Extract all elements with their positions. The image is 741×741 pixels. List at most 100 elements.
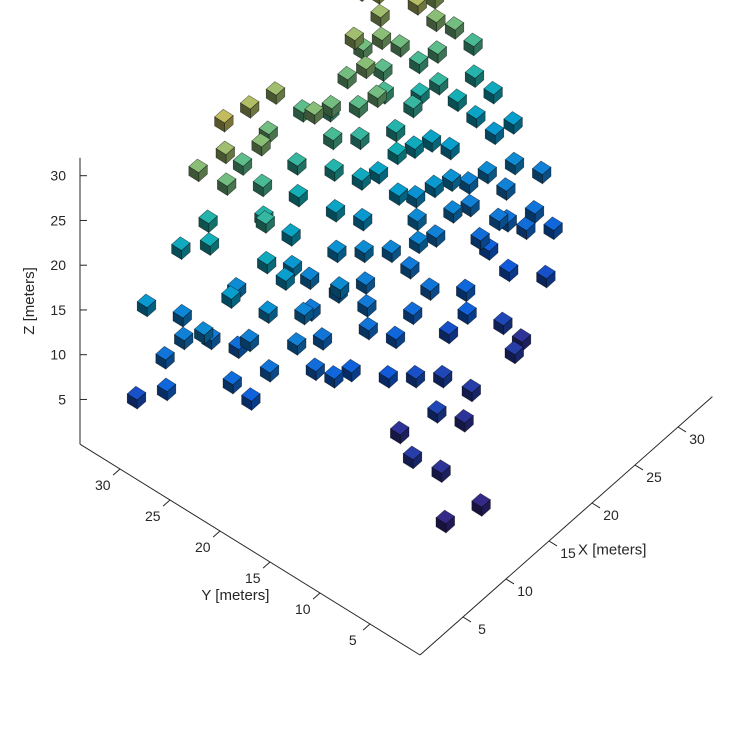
voxel-cube [357,294,377,318]
voxel-cube [444,16,465,40]
voxel-cube [458,171,479,195]
voxel-cube [484,121,505,146]
voxel-cube [460,193,480,218]
voxel-cube [329,276,350,300]
voxel-cube [524,199,545,224]
voxel-side-face [221,292,232,309]
voxel-cube [312,327,333,351]
voxel-cube [464,64,485,89]
voxel-side-face [433,372,444,389]
voxel-side-face [388,189,400,206]
x-tick-label: 10 [517,583,533,599]
voxel-cube [405,364,426,389]
voxel-side-face [532,168,543,185]
voxel-side-face [287,339,298,356]
voxel-layer [126,0,563,534]
voxel-side-face [370,11,382,28]
voxel-cube [385,118,406,143]
voxel-cube [188,158,208,183]
voxel-cube [325,198,346,223]
y-tick-label: 5 [349,632,357,648]
z-tick-label: 25 [50,212,66,228]
voxel-side-face [240,102,251,119]
voxel-side-face [350,134,361,151]
voxel-cube [443,200,463,224]
voxel-cube [536,264,556,289]
voxel-side-face [355,278,367,295]
y-axis-label: Y [meters] [201,587,269,604]
voxel-side-face [337,73,349,90]
y-tick [262,561,271,569]
voxel-cube [378,364,399,389]
voxel-side-face [441,175,453,193]
voxel-cube [324,158,344,183]
voxel-cube [425,224,446,249]
voxel-cube [390,34,410,58]
voxel-side-face [294,309,305,326]
voxel-side-face [424,0,436,10]
voxel-cube [431,459,451,484]
voxel-side-face [429,79,440,96]
x-tick [634,464,644,471]
voxel-cube [239,328,260,353]
y-tick [212,530,221,538]
voxel-side-face [524,207,536,224]
voxel-side-face [536,272,547,289]
voxel-cube [337,65,357,90]
voxel-side-face [188,166,200,183]
voxel-cube [156,377,177,402]
voxel-side-face [155,353,167,370]
voxel-side-face [367,91,379,109]
voxel-cube [136,293,157,318]
voxel-cube [389,420,410,445]
voxel-cube [400,256,420,280]
voxel-cube [354,239,374,264]
z-axis-label: Z [meters] [21,267,38,335]
voxel-side-face [385,333,397,350]
x-tick [677,426,687,433]
voxel-side-face [402,453,414,470]
voxel-cube [381,239,402,264]
voxel-side-face [407,215,419,232]
x-tick-label: 15 [560,545,576,561]
voxel-side-face [265,88,277,105]
voxel-cube [350,126,370,151]
voxel-cube [216,172,237,197]
voxel-cube [239,95,260,119]
x-tick [548,540,558,547]
voxel-cube [367,84,387,109]
voxel-cube [408,230,429,255]
voxel-side-face [463,40,475,57]
voxel-side-face [543,223,555,241]
voxel-cube [198,209,218,234]
voxel-cube [427,40,448,65]
voxel-cube [221,285,241,310]
voxel-side-face [232,159,244,176]
voxel-side-face [435,517,447,534]
voxel-side-face [426,231,437,248]
voxel-cube [252,173,273,198]
voxel-side-face [327,247,338,264]
voxel-cube [232,152,253,177]
voxel-side-face [489,215,500,232]
voxel-side-face [357,301,368,318]
voxel-cube [265,81,286,106]
voxel-cube [171,236,191,261]
voxel-cube [543,216,563,241]
voxel-cube [256,250,277,275]
voxel-side-face [275,274,287,291]
voxel-cube [322,126,343,151]
voxel-side-face [409,58,420,75]
voxel-cube [372,0,385,5]
voxel-cube [255,210,276,234]
y-tick-label: 25 [145,508,161,524]
voxel-cube [286,332,307,356]
voxel-cube [351,167,372,192]
voxel-side-face [215,148,227,165]
voxel-cube [402,445,423,470]
voxel-cube [457,301,477,326]
voxel-cube [173,326,194,351]
voxel-cube [275,267,296,292]
y-tick [162,499,171,507]
voxel-side-face [368,168,380,185]
